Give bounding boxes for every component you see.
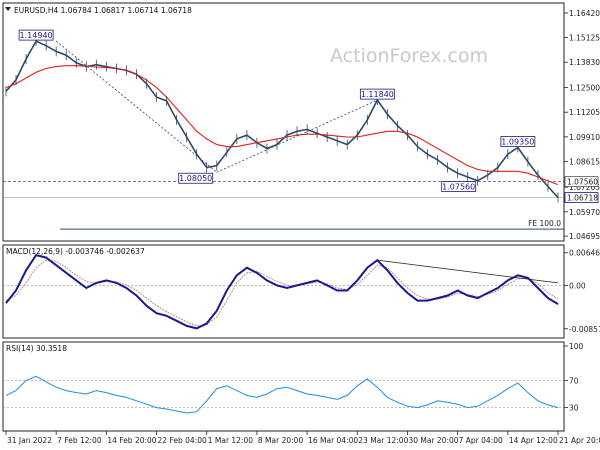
price-axis-label: 1.16420	[569, 9, 600, 18]
macd-panel-frame	[2, 244, 565, 339]
price-axis-label: 1.12500	[569, 84, 600, 93]
macd-lines	[5, 253, 559, 330]
price-axis-label: 1.08615	[569, 157, 600, 166]
moving-average	[5, 65, 559, 186]
price-panel: FE 100.0 ActionForex.com 1.149401.080501…	[2, 2, 600, 242]
time-axis-label: 23 Mar 12:00	[358, 436, 408, 445]
fe-label: FE 100.0	[528, 219, 561, 228]
chart-menu-icon[interactable]	[5, 7, 11, 11]
rsi-lines	[5, 375, 559, 414]
time-axis-label: 14 Feb 20:00	[107, 436, 156, 445]
time-axis-label: 21 Apr 20:00	[559, 436, 600, 445]
rsi-axis-label: 70	[569, 376, 579, 385]
rsi-grid	[3, 380, 564, 408]
watermark: ActionForex.com	[330, 45, 488, 67]
rsi-panel: RSI(14) 30.3518 100 70 30	[2, 341, 584, 432]
time-axis-label: 7 Feb 12:00	[57, 436, 102, 445]
macd-axis-label: 0.00	[569, 281, 586, 290]
rsi-axis: 100 70 30	[564, 342, 584, 413]
price-axis-label: 1.05970	[569, 208, 600, 217]
macd-line	[5, 253, 559, 330]
price-axis-label: 1.11205	[569, 108, 600, 117]
level-label: 1.07560	[442, 183, 475, 192]
macd-panel: MACD(12,26,9) -0.003746 -0.002637 0.0064…	[2, 244, 600, 339]
level-label-box	[18, 29, 54, 41]
price-axis-label: 1.09910	[569, 133, 600, 142]
time-axis-label: 7 Apr 04:00	[459, 436, 503, 445]
current-price-label: 1.06718	[567, 194, 598, 203]
price-axis-label: 1.13830	[569, 58, 600, 67]
level-label-box	[178, 172, 214, 184]
macd-axis: 0.006468 0.00 -0.008573	[564, 249, 600, 334]
level-label-box	[359, 88, 395, 100]
macd-axis-label: -0.008573	[569, 325, 600, 334]
time-axis-label: 8 Mar 20:00	[258, 436, 304, 445]
price-axis-label: 1.04695	[569, 232, 600, 241]
level-label-box	[441, 181, 477, 192]
price-series	[5, 40, 559, 199]
level-label: 1.09350	[501, 138, 534, 147]
time-axis-label: 22 Feb 04:00	[158, 436, 207, 445]
price-panel-frame	[2, 2, 565, 242]
price-header: EURUSD,H4 1.06784 1.06817 1.06714 1.0671…	[14, 6, 192, 15]
support-value-box	[564, 176, 599, 187]
price-axis-label: 1.07265	[569, 183, 600, 192]
time-axis-label: 30 Mar 20:00	[408, 436, 458, 445]
macd-axis-label: 0.006468	[569, 249, 600, 258]
level-label: 1.14940	[20, 31, 53, 40]
level-label-box	[500, 136, 536, 147]
rsi-line	[5, 375, 559, 414]
macd-header: MACD(12,26,9) -0.003746 -0.002637	[6, 247, 145, 256]
time-axis-label: 31 Jan 2022	[7, 436, 52, 445]
rsi-header: RSI(14) 30.3518	[6, 344, 67, 353]
time-axis-label: 1 Mar 12:00	[208, 436, 254, 445]
trendline-0	[55, 40, 218, 173]
time-axis: 31 Jan 2022 7 Feb 12:00 14 Feb 20:00 22 Feb…	[5, 431, 600, 445]
price-axis-label: 1.15125	[569, 34, 600, 43]
price-axis: 1.16420 1.15125 1.13830 1.12500 1.11205 1.099…	[564, 9, 600, 241]
level-label: 1.11840	[361, 90, 394, 99]
macd-trendline	[377, 259, 559, 284]
current-price-box	[564, 192, 599, 203]
rsi-axis-label: 100	[569, 342, 584, 351]
price-levels: 1.14940 1.08050 1.11840 1.09350 1.07560	[18, 29, 536, 192]
rsi-axis-label: 30	[569, 404, 579, 413]
level-label: 1.08050	[179, 174, 212, 183]
time-axis-label: 16 Mar 04:00	[308, 436, 358, 445]
time-axis-label: 14 Apr 12:00	[509, 436, 558, 445]
support-value: 1.07560	[567, 178, 598, 187]
rsi-panel-frame	[2, 341, 565, 432]
